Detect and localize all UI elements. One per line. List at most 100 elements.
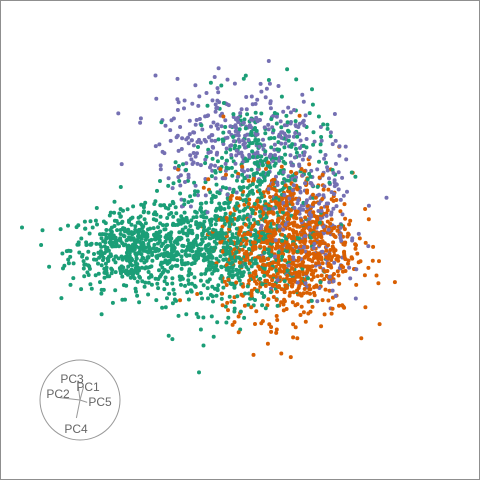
data-point: [254, 281, 259, 286]
data-point: [176, 167, 180, 172]
data-point: [99, 263, 104, 268]
data-point: [342, 249, 347, 254]
data-point: [179, 282, 183, 287]
data-point: [315, 167, 320, 172]
data-point: [192, 275, 197, 280]
data-point: [184, 217, 189, 222]
data-point: [275, 278, 280, 283]
data-point: [288, 280, 293, 285]
data-point: [200, 127, 205, 132]
data-point: [291, 191, 296, 196]
data-point: [221, 138, 226, 143]
data-point: [276, 262, 281, 266]
data-point: [165, 282, 170, 286]
data-point: [218, 254, 223, 259]
data-point: [260, 162, 265, 167]
data-point: [276, 258, 281, 263]
data-point: [273, 264, 278, 269]
data-point: [288, 121, 293, 126]
data-point: [266, 170, 271, 175]
data-point: [304, 200, 309, 205]
data-point: [269, 145, 274, 150]
data-point: [214, 293, 219, 298]
data-point: [176, 100, 181, 105]
data-point: [342, 254, 347, 259]
data-point: [295, 134, 300, 139]
data-point: [322, 184, 327, 189]
data-point: [230, 322, 235, 327]
data-point: [205, 210, 210, 215]
data-point: [324, 255, 329, 260]
data-point: [288, 290, 293, 295]
data-point: [279, 300, 284, 305]
data-point: [221, 245, 226, 250]
data-point: [243, 206, 248, 211]
data-point: [325, 126, 330, 131]
data-point: [127, 220, 131, 224]
data-point: [242, 117, 247, 122]
data-point: [324, 248, 329, 253]
data-point: [228, 197, 233, 202]
data-point: [88, 219, 93, 224]
data-point: [260, 303, 265, 308]
data-point: [273, 199, 278, 204]
data-point: [196, 246, 201, 251]
data-point: [231, 112, 236, 117]
data-point: [119, 162, 124, 167]
data-point: [318, 125, 323, 129]
data-point: [278, 119, 283, 124]
data-point: [138, 120, 143, 125]
data-point: [271, 177, 276, 182]
data-point: [250, 149, 255, 154]
data-point: [195, 151, 199, 156]
data-point: [242, 202, 247, 207]
glyph-circle: [39, 359, 121, 441]
data-point: [246, 192, 251, 197]
data-point: [205, 103, 210, 108]
data-point: [325, 165, 330, 170]
data-point: [240, 172, 245, 177]
data-point: [88, 282, 93, 287]
data-point: [71, 261, 76, 266]
data-point: [260, 270, 265, 274]
data-point: [136, 215, 141, 220]
data-point: [392, 280, 397, 285]
data-point: [288, 153, 293, 158]
data-point: [303, 281, 308, 286]
data-point: [102, 275, 107, 280]
data-point: [273, 153, 277, 158]
data-point: [97, 242, 102, 247]
data-point: [303, 215, 308, 220]
data-point: [96, 261, 100, 266]
data-point: [353, 174, 358, 179]
data-point: [193, 83, 198, 88]
data-point: [281, 263, 285, 268]
data-point: [376, 281, 381, 286]
data-point: [232, 309, 237, 314]
data-point: [193, 154, 198, 159]
data-point: [262, 125, 267, 130]
data-point: [177, 230, 182, 235]
data-point: [79, 236, 84, 241]
data-point: [159, 244, 164, 248]
data-point: [239, 150, 244, 155]
data-point: [131, 204, 136, 209]
data-point: [251, 191, 256, 196]
data-point: [258, 205, 263, 210]
data-point: [213, 194, 218, 199]
data-point: [223, 252, 228, 257]
data-point: [201, 223, 206, 228]
data-point: [166, 206, 171, 211]
data-point: [238, 257, 243, 262]
data-point: [268, 290, 273, 295]
data-point: [191, 261, 195, 266]
data-point: [113, 270, 118, 275]
data-point: [294, 146, 298, 151]
data-point: [332, 180, 337, 185]
data-point: [353, 246, 358, 251]
data-point: [196, 103, 201, 108]
data-point: [303, 113, 308, 118]
data-point: [109, 242, 114, 247]
data-point: [182, 210, 187, 215]
data-point: [261, 262, 266, 267]
